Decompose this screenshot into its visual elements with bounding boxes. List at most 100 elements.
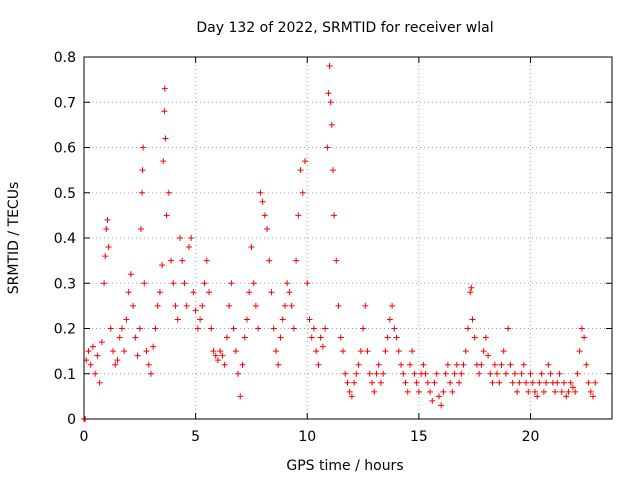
x-tick-label: 0: [80, 429, 89, 445]
data-point: [420, 361, 427, 368]
data-point: [141, 280, 148, 287]
data-point: [152, 325, 159, 332]
data-point: [402, 379, 409, 386]
data-point: [199, 302, 206, 309]
data-point: [449, 388, 456, 395]
data-point: [529, 379, 536, 386]
data-point: [110, 348, 117, 355]
data-point: [351, 379, 358, 386]
data-point: [185, 244, 192, 251]
data-point: [552, 388, 559, 395]
data-point: [279, 316, 286, 323]
data-point: [514, 388, 521, 395]
data-point: [398, 361, 405, 368]
data-point: [257, 189, 264, 196]
data-point: [140, 144, 147, 151]
data-point: [335, 302, 342, 309]
data-point: [170, 280, 177, 287]
data-point: [248, 244, 255, 251]
data-point: [547, 370, 554, 377]
data-point: [527, 370, 534, 377]
x-axis-label: GPS time / hours: [286, 458, 403, 474]
data-point: [429, 397, 436, 404]
data-point: [112, 361, 119, 368]
data-point: [427, 388, 434, 395]
data-point: [127, 271, 134, 278]
data-point: [326, 63, 333, 70]
data-point: [297, 167, 304, 174]
data-point: [255, 325, 262, 332]
data-point: [277, 334, 284, 341]
data-point: [380, 370, 387, 377]
data-point: [438, 402, 445, 409]
data-point: [331, 212, 338, 219]
x-tick-labels: 0 5 10 15 20: [80, 429, 540, 445]
data-point: [219, 352, 226, 359]
data-point: [545, 361, 552, 368]
data-point: [424, 379, 431, 386]
data-point: [281, 302, 288, 309]
data-point: [565, 388, 572, 395]
data-point: [469, 316, 476, 323]
data-point: [494, 370, 501, 377]
data-point: [87, 361, 94, 368]
data-point: [147, 370, 154, 377]
data-point: [172, 302, 179, 309]
data-point: [132, 334, 139, 341]
data-point: [134, 352, 141, 359]
data-point: [304, 280, 311, 287]
data-point: [261, 212, 268, 219]
data-point: [489, 379, 496, 386]
data-point: [201, 280, 208, 287]
data-point: [413, 379, 420, 386]
data-point: [288, 302, 295, 309]
data-point: [197, 316, 204, 323]
data-point: [94, 352, 101, 359]
data-point: [239, 361, 246, 368]
data-point: [538, 370, 545, 377]
data-point: [246, 289, 253, 296]
data-point: [181, 280, 188, 287]
x-tick-label: 5: [191, 429, 200, 445]
data-point: [264, 225, 271, 232]
data-point: [456, 379, 463, 386]
y-tick-label: 0.5: [54, 186, 76, 202]
data-series-srmtid: [81, 63, 599, 422]
data-point: [107, 325, 114, 332]
y-tick-label: 0.2: [54, 322, 76, 338]
chart-title: Day 132 of 2022, SRMTID for receiver wla…: [196, 20, 493, 36]
data-point: [369, 379, 375, 386]
y-tick-label: 0.6: [54, 141, 76, 157]
data-point: [203, 257, 210, 264]
data-point: [373, 370, 380, 377]
data-point: [518, 370, 525, 377]
data-point: [168, 257, 175, 264]
data-point: [404, 388, 411, 395]
data-point: [406, 361, 413, 368]
data-point: [485, 352, 492, 359]
axis-ticks: [83, 56, 612, 420]
data-point: [221, 361, 228, 368]
data-point: [339, 348, 346, 355]
data-point: [163, 212, 170, 219]
data-point: [357, 348, 364, 355]
data-point: [509, 379, 516, 386]
data-point: [190, 289, 197, 296]
data-point: [192, 307, 199, 314]
data-point: [578, 325, 585, 332]
data-point: [116, 334, 123, 341]
data-point: [96, 379, 103, 386]
data-point: [467, 289, 474, 296]
data-point: [491, 361, 498, 368]
data-point: [159, 262, 166, 269]
data-point: [500, 348, 507, 355]
data-point: [98, 339, 105, 346]
data-point: [327, 99, 334, 106]
data-point: [313, 348, 320, 355]
data-point: [121, 348, 128, 355]
data-point: [531, 388, 538, 395]
data-point: [482, 334, 489, 341]
data-point: [165, 189, 172, 196]
data-point: [284, 280, 291, 287]
